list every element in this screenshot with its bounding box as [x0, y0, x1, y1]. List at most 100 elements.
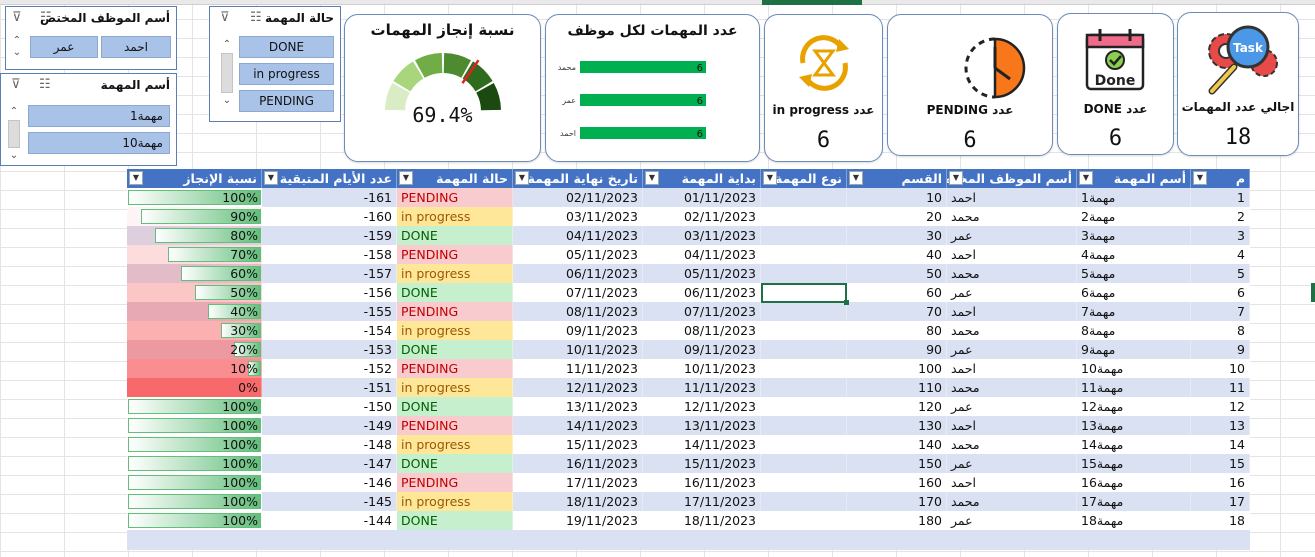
cell-end[interactable]: 07/11/2023 [513, 283, 643, 302]
cell-remaining[interactable]: -156 [262, 283, 397, 302]
cell-type[interactable] [761, 359, 847, 378]
cell-type[interactable] [761, 492, 847, 511]
cell-dept[interactable]: 40 [847, 245, 947, 264]
multi-select-icon[interactable]: ☷ [39, 77, 51, 92]
header-name[interactable]: أسم المهمة ▼ [1077, 169, 1191, 188]
cell-end[interactable]: 13/11/2023 [513, 397, 643, 416]
cell-end[interactable]: 02/11/2023 [513, 188, 643, 207]
cell-dept[interactable]: 90 [847, 340, 947, 359]
cell-status[interactable]: PENDING [397, 188, 513, 207]
cell-start[interactable]: 01/11/2023 [643, 188, 761, 207]
cell-dept[interactable]: 10 [847, 188, 947, 207]
cell-pct[interactable]: 0% [127, 378, 262, 397]
cell-name[interactable]: مهمة8 [1077, 321, 1191, 340]
cell-dept[interactable]: 30 [847, 226, 947, 245]
filter-dropdown-icon[interactable]: ▼ [129, 171, 143, 185]
cell-pct[interactable]: 50% [127, 283, 262, 302]
cell-num[interactable]: 7 [1191, 302, 1250, 321]
filter-dropdown-icon[interactable]: ▼ [645, 171, 659, 185]
cell-start[interactable]: 13/11/2023 [643, 416, 761, 435]
cell-remaining[interactable]: -153 [262, 340, 397, 359]
cell-employee[interactable]: محمد [947, 321, 1077, 340]
cell-type[interactable] [761, 397, 847, 416]
cell-num[interactable]: 13 [1191, 416, 1250, 435]
cell-pct[interactable]: 30% [127, 321, 262, 340]
cell-pct[interactable]: 20% [127, 340, 262, 359]
cell-type[interactable] [761, 226, 847, 245]
slicer-item-ahmed[interactable]: احمد [101, 36, 171, 58]
cell-start[interactable]: 09/11/2023 [643, 340, 761, 359]
cell-dept[interactable]: 70 [847, 302, 947, 321]
cell-num[interactable]: 15 [1191, 454, 1250, 473]
cell-pct[interactable]: 100% [127, 397, 262, 416]
slicer-item-task10[interactable]: مهمة10 [28, 132, 170, 154]
multi-select-icon[interactable]: ☷ [40, 10, 52, 25]
header-pct[interactable]: نسبة الإنجاز ▼ [127, 169, 262, 188]
cell-start[interactable]: 17/11/2023 [643, 492, 761, 511]
cell-dept[interactable]: 130 [847, 416, 947, 435]
header-employee[interactable]: أسم الموظف المختص ▼ [947, 169, 1077, 188]
cell-dept[interactable]: 50 [847, 264, 947, 283]
cell-end[interactable]: 11/11/2023 [513, 359, 643, 378]
slicer-item-done[interactable]: DONE [239, 36, 334, 58]
cell-num[interactable]: 6 [1191, 283, 1250, 302]
cell-type[interactable] [761, 435, 847, 454]
cell-start[interactable]: 16/11/2023 [643, 473, 761, 492]
header-num[interactable]: م ▼ [1191, 169, 1250, 188]
slicer-item-in-progress[interactable]: in progress [239, 63, 334, 85]
cell-end[interactable]: 10/11/2023 [513, 340, 643, 359]
cell-type[interactable] [761, 416, 847, 435]
cell-employee[interactable]: عمر [947, 511, 1077, 530]
cell-remaining[interactable]: -151 [262, 378, 397, 397]
cell-name[interactable]: مهمة18 [1077, 511, 1191, 530]
cell-employee[interactable]: محمد [947, 492, 1077, 511]
header-type[interactable]: نوع المهمة ▼ [761, 169, 847, 188]
cell-name[interactable]: مهمة7 [1077, 302, 1191, 321]
filter-dropdown-icon[interactable]: ▼ [1193, 171, 1207, 185]
cell-start[interactable]: 10/11/2023 [643, 359, 761, 378]
cell-start[interactable]: 14/11/2023 [643, 435, 761, 454]
header-status[interactable]: حالة المهمة ▼ [397, 169, 513, 188]
cell-end[interactable]: 08/11/2023 [513, 302, 643, 321]
slicer-item-task1[interactable]: مهمة1 [28, 105, 170, 127]
cell-dept[interactable]: 160 [847, 473, 947, 492]
cell-dept[interactable]: 170 [847, 492, 947, 511]
cell-num[interactable]: 17 [1191, 492, 1250, 511]
cell-dept[interactable]: 120 [847, 397, 947, 416]
cell-remaining[interactable]: -155 [262, 302, 397, 321]
cell-name[interactable]: مهمة14 [1077, 435, 1191, 454]
filter-dropdown-icon[interactable]: ▼ [399, 171, 413, 185]
filter-dropdown-icon[interactable]: ▼ [763, 171, 777, 185]
cell-pct[interactable]: 100% [127, 435, 262, 454]
cell-status[interactable]: in progress [397, 207, 513, 226]
cell-status[interactable]: DONE [397, 226, 513, 245]
cell-start[interactable]: 07/11/2023 [643, 302, 761, 321]
cell-type[interactable] [761, 264, 847, 283]
cell-end[interactable]: 14/11/2023 [513, 416, 643, 435]
cell-employee[interactable]: محمد [947, 207, 1077, 226]
cell-dept[interactable]: 100 [847, 359, 947, 378]
cell-pct[interactable]: 100% [127, 511, 262, 530]
cell-end[interactable]: 16/11/2023 [513, 454, 643, 473]
cell-name[interactable]: مهمة12 [1077, 397, 1191, 416]
cell-remaining[interactable]: -145 [262, 492, 397, 511]
cell-name[interactable]: مهمة10 [1077, 359, 1191, 378]
cell-remaining[interactable]: -157 [262, 264, 397, 283]
cell-num[interactable]: 4 [1191, 245, 1250, 264]
cell-end[interactable]: 04/11/2023 [513, 226, 643, 245]
cell-employee[interactable]: احمد [947, 359, 1077, 378]
slicer-task[interactable]: ⊽ ☷ أسم المهمة ⌃ ⌄ مهمة1 مهمة10 [0, 73, 177, 166]
clear-filter-icon[interactable]: ⊽ [11, 77, 21, 92]
cell-dept[interactable]: 110 [847, 378, 947, 397]
slicer-scrollbar[interactable]: ⌃ ⌄ [221, 39, 233, 106]
cell-type[interactable] [761, 454, 847, 473]
cell-status[interactable]: DONE [397, 397, 513, 416]
cell-employee[interactable]: احمد [947, 188, 1077, 207]
cell-start[interactable]: 08/11/2023 [643, 321, 761, 340]
cell-name[interactable]: مهمة13 [1077, 416, 1191, 435]
cell-num[interactable]: 14 [1191, 435, 1250, 454]
cell-num[interactable]: 9 [1191, 340, 1250, 359]
filter-dropdown-icon[interactable]: ▼ [264, 171, 278, 185]
cell-start[interactable]: 04/11/2023 [643, 245, 761, 264]
cell-name[interactable]: مهمة16 [1077, 473, 1191, 492]
